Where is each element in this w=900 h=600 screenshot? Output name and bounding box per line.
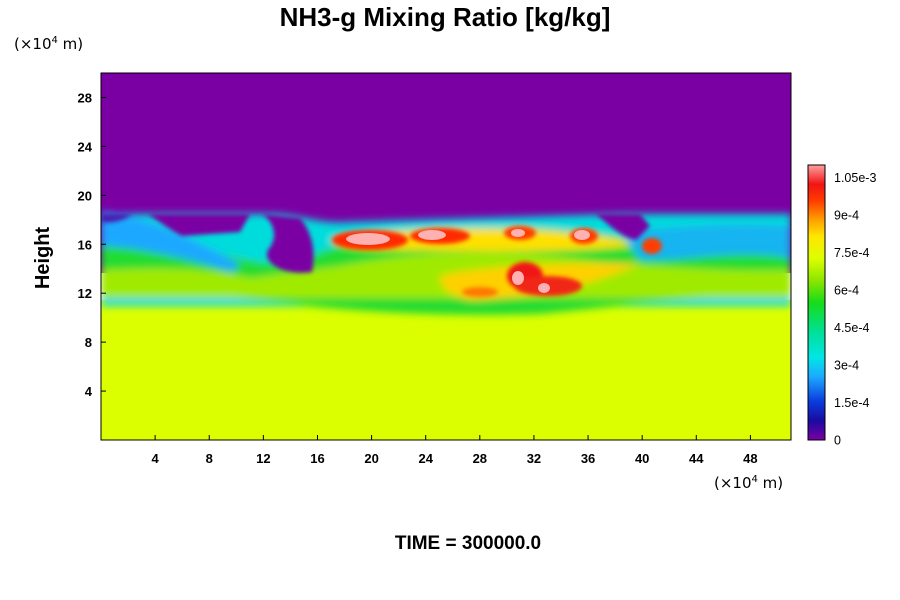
y-tick-label: 24 — [78, 139, 93, 154]
x-tick-label: 4 — [152, 451, 160, 466]
colorbar-tick-label: 1.5e-4 — [834, 396, 869, 410]
x-axis-ticks: 4 8 12 16 20 24 28 32 36 40 44 48 — [152, 435, 758, 466]
colorbar-bar — [807, 164, 826, 441]
x-tick-label: 16 — [310, 451, 324, 466]
x-tick-label: 20 — [364, 451, 378, 466]
y-tick-label: 20 — [78, 188, 92, 203]
y-axis-label: Height — [32, 227, 54, 290]
heatmap-field — [101, 73, 791, 440]
colorbar-tick-label: 9e-4 — [834, 209, 859, 223]
x-tick-label: 32 — [527, 451, 541, 466]
colorbar-tick-label: 4.5e-4 — [834, 321, 869, 335]
purple-intrusions — [101, 214, 650, 273]
hot-spots — [332, 226, 662, 297]
y-tick-label: 4 — [85, 384, 93, 399]
y-tick-label: 12 — [78, 286, 92, 301]
x-axis-unit: (×104 m) — [714, 474, 783, 492]
x-tick-label: 12 — [256, 451, 270, 466]
colorbar-tick-label: 3e-4 — [834, 359, 859, 373]
y-axis-unit: (×104 m) — [14, 35, 83, 53]
colorbar-ticks: 0 1.5e-4 3e-4 4.5e-4 6e-4 7.5e-4 9e-4 1.05e-3 — [834, 171, 876, 448]
colorbar-tick-label: 1.05e-3 — [834, 171, 876, 185]
colorbar-tick-label: 7.5e-4 — [834, 246, 869, 260]
chart-title: NH3-g Mixing Ratio [kg/kg] — [280, 2, 611, 32]
colorbar-tick-label: 0 — [834, 434, 841, 448]
lower-layer — [101, 300, 791, 440]
x-tick-label: 48 — [743, 451, 757, 466]
x-tick-label: 40 — [635, 451, 649, 466]
colorbar-tick-label: 6e-4 — [834, 284, 859, 298]
colorbar: 0 1.5e-4 3e-4 4.5e-4 6e-4 7.5e-4 9e-4 1.05e-3 — [807, 164, 876, 448]
y-axis-ticks: 4 8 12 16 20 24 28 — [78, 90, 106, 399]
x-tick-label: 24 — [418, 451, 433, 466]
time-label: TIME = 300000.0 — [395, 533, 541, 554]
x-tick-label: 8 — [206, 451, 213, 466]
x-tick-label: 28 — [473, 451, 487, 466]
x-tick-label: 44 — [689, 451, 704, 466]
y-tick-label: 28 — [78, 90, 92, 105]
x-tick-label: 36 — [581, 451, 595, 466]
plot-frame — [100, 72, 792, 441]
y-tick-label: 16 — [78, 237, 92, 252]
y-tick-label: 8 — [85, 335, 92, 350]
